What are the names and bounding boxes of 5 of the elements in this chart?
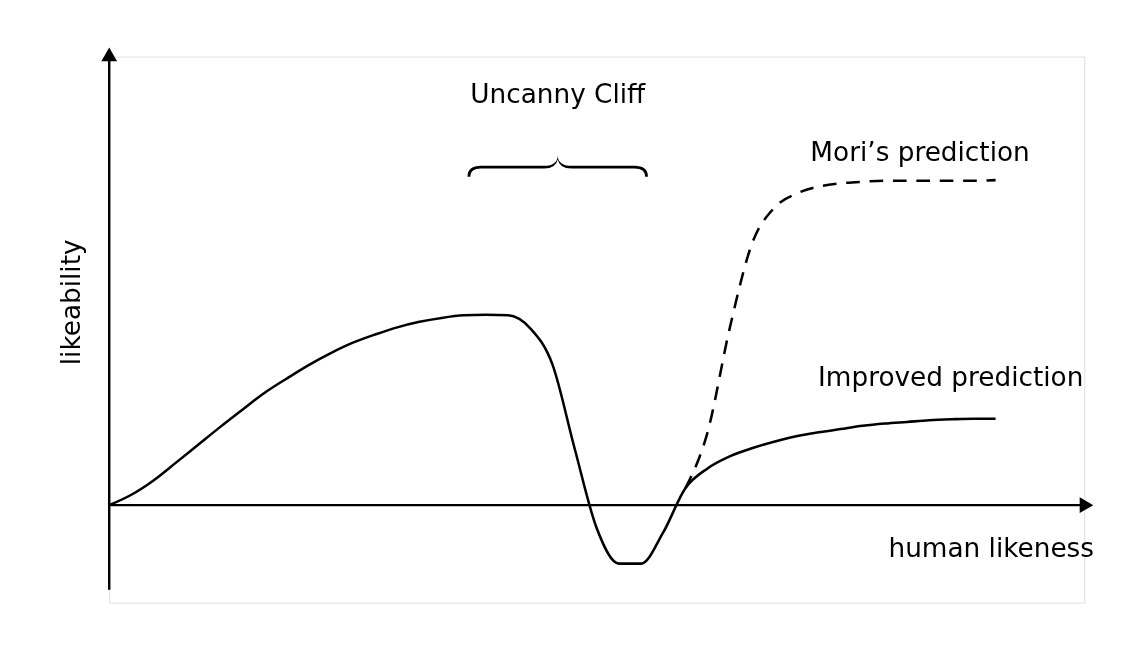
x-axis-title: human likeness <box>888 532 1094 563</box>
series-label: Improved prediction <box>818 361 1084 392</box>
y-axis-title: likeability <box>55 239 86 366</box>
series-label: Mori’s prediction <box>810 136 1030 167</box>
text: Uncanny Cliff <box>470 78 647 109</box>
